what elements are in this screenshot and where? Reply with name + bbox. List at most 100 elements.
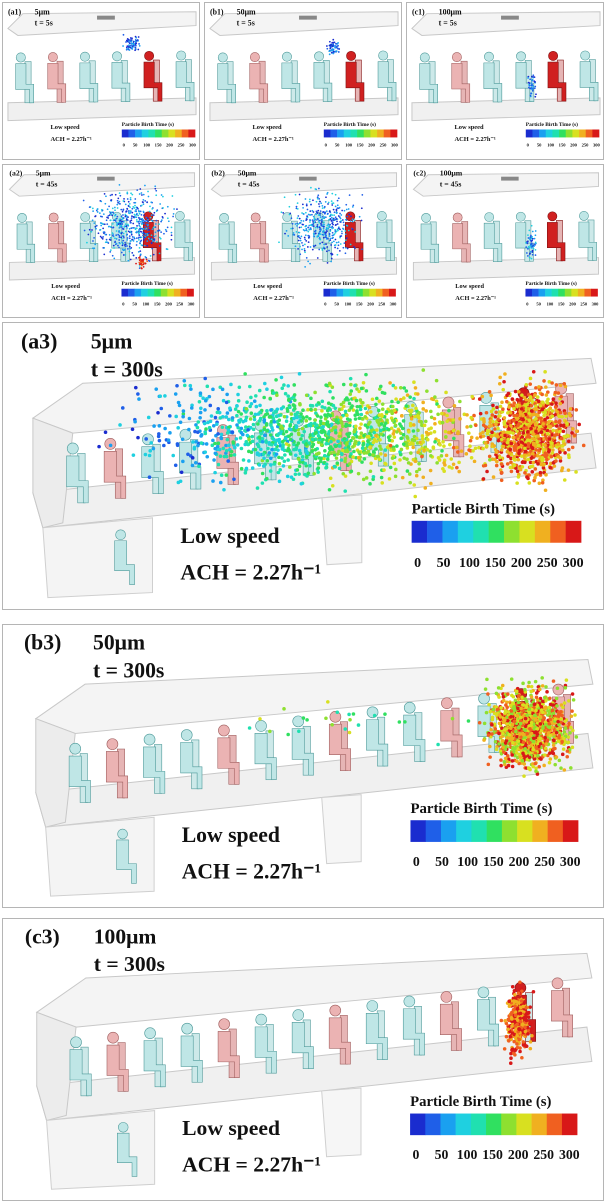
particle [357,450,361,454]
particle [100,200,102,202]
particle [119,243,121,245]
time-label: t = 45s [36,179,58,188]
particle [235,404,239,408]
particle [286,449,290,453]
particle [311,438,315,442]
particle [527,442,531,446]
panel: (b2)50μmt = 45sLow speedACH = 2.27h⁻¹Par… [204,164,402,318]
particle [548,424,552,428]
cabin-floor [211,258,396,280]
particle [272,462,276,466]
particle [298,403,302,407]
panel-label: (a1) [8,8,22,17]
particle [326,48,328,50]
particle [355,399,359,403]
particle [540,408,544,412]
particle [287,398,291,402]
colorbar-swatch [148,289,155,297]
particle [408,395,412,399]
particle [237,419,241,423]
particle [338,215,340,217]
particle [366,435,370,439]
particle [127,260,129,262]
particle [228,406,232,410]
colorbar-swatch [188,130,195,138]
particle [485,444,489,448]
passenger-head [484,52,493,61]
colorbar-swatch [592,130,599,138]
particle [409,413,413,417]
particle [517,452,521,456]
particle [392,435,396,439]
particle [263,434,267,438]
particle [293,398,297,402]
particle [325,196,327,198]
particle [151,238,153,240]
particle [526,252,528,254]
particle [540,393,544,397]
particle [156,411,160,415]
particle [258,410,262,414]
particle [102,238,104,240]
particle [357,390,361,394]
colorbar-tick-label: 0 [526,301,529,306]
particle [378,413,382,417]
particle [323,406,327,410]
stairs [322,495,362,565]
particle [173,208,175,210]
particle [104,234,106,236]
particle [345,442,349,446]
particle [534,86,536,88]
particle [368,432,372,436]
particle [478,397,482,401]
particle [113,247,115,249]
particle [332,438,336,442]
particle [104,223,106,225]
passenger-head [367,707,378,718]
colorbar-swatch [384,130,391,138]
particle [274,378,278,382]
particle [155,232,157,234]
particle [532,413,536,417]
particle [528,87,530,89]
particle [149,239,151,241]
particle [474,423,478,427]
particle [546,432,550,436]
particle [292,448,296,452]
particle [181,437,185,441]
particle [148,237,150,239]
colorbar-title: Particle Birth Time (s) [122,121,174,128]
particle [399,386,403,390]
particle [220,437,224,441]
particle [298,240,300,242]
particle [456,432,460,436]
particle [237,410,241,414]
particle [306,257,308,259]
particle [285,442,289,446]
colorbar-swatch [162,130,169,138]
particle [176,443,180,447]
particle [352,221,354,223]
particle [536,395,540,399]
particle [329,414,333,418]
particle [534,407,538,411]
particle [305,225,307,227]
particle [152,228,154,230]
particle [361,248,363,250]
particle [447,409,451,413]
particle [314,431,318,435]
particle [560,415,564,419]
particle [92,207,94,209]
particle [336,218,338,220]
particle [529,253,531,255]
particle [421,434,425,438]
particle [145,263,147,265]
particle [179,479,183,483]
particle [328,488,332,492]
particle [380,422,384,426]
colorbar-title: Particle Birth Time (s) [412,501,555,517]
particle [165,229,167,231]
particle [364,423,368,427]
particle [479,432,483,436]
particle [244,410,248,414]
